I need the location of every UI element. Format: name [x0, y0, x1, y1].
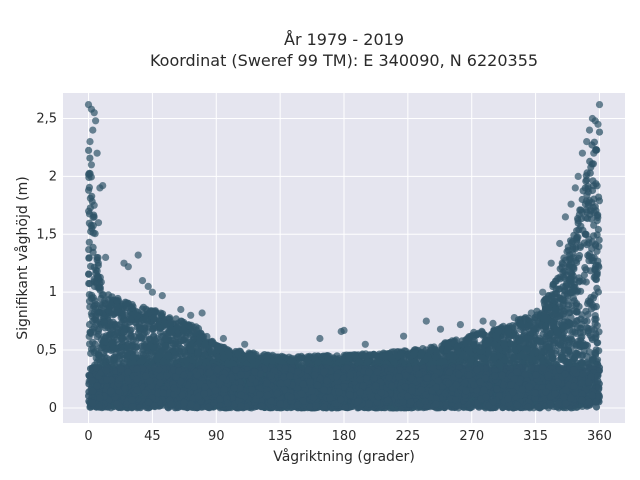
data-point: [591, 291, 599, 299]
data-point: [85, 279, 93, 288]
data-point: [578, 311, 586, 319]
data-point: [112, 321, 120, 329]
data-point: [85, 169, 93, 177]
data-point: [85, 146, 93, 154]
data-point: [590, 221, 598, 229]
data-point: [85, 186, 93, 194]
data-point: [86, 154, 94, 162]
data-point: [593, 247, 601, 255]
data-points: [84, 101, 604, 412]
data-point: [583, 352, 591, 360]
chart-title: År 1979 - 2019: [284, 30, 404, 49]
data-point: [577, 287, 585, 295]
data-point: [138, 348, 146, 356]
data-point: [576, 242, 585, 250]
data-point: [172, 315, 180, 323]
data-point: [593, 182, 601, 190]
data-point: [432, 353, 440, 361]
data-point: [573, 316, 582, 325]
data-point: [569, 294, 578, 302]
data-point: [595, 128, 604, 136]
data-point: [126, 346, 134, 355]
data-point: [590, 138, 599, 146]
data-point: [89, 248, 97, 256]
data-point: [583, 176, 591, 184]
data-point: [94, 254, 102, 262]
data-point: [591, 334, 599, 342]
chart-subtitle: Koordinat (Sweref 99 TM): E 340090, N 62…: [150, 51, 538, 70]
data-point: [581, 230, 589, 238]
data-point: [572, 301, 580, 309]
